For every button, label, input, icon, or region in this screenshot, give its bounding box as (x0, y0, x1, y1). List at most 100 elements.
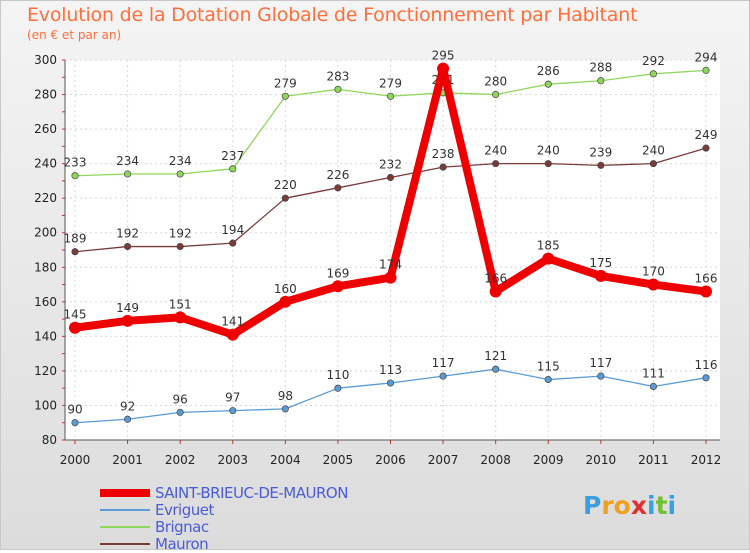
x-tick-label: 2003 (217, 453, 248, 467)
data-point (649, 70, 657, 78)
data-point (69, 321, 81, 334)
data-point (281, 92, 289, 100)
legend-swatch (100, 509, 150, 511)
data-label: 288 (589, 61, 612, 75)
data-point (702, 144, 710, 152)
data-label: 240 (642, 144, 665, 158)
y-tick-label: 220 (34, 191, 57, 205)
x-tick-label: 2012 (691, 453, 722, 467)
data-label: 283 (326, 69, 349, 83)
data-point (386, 379, 395, 387)
data-label: 151 (169, 297, 192, 311)
data-point (700, 285, 712, 298)
chart-title: Evolution de la Dotation Globale de Fonc… (27, 4, 638, 26)
data-point (544, 160, 552, 168)
y-tick-label: 200 (34, 226, 57, 240)
data-label: 249 (695, 128, 718, 142)
data-label: 237 (221, 149, 244, 163)
data-point (649, 382, 657, 391)
legend-label: Mauron (155, 535, 209, 553)
data-point (71, 419, 79, 427)
data-label: 115 (537, 360, 560, 374)
data-point (331, 280, 344, 293)
data-label: 92 (120, 399, 135, 413)
data-label: 239 (589, 145, 612, 159)
data-point (492, 90, 500, 99)
data-label: 96 (173, 392, 188, 406)
data-point (229, 239, 237, 247)
data-point (281, 194, 289, 202)
plot-area (65, 60, 720, 440)
data-point (176, 170, 184, 178)
data-point (386, 92, 395, 100)
legend-label: SAINT-BRIEUC-DE-MAURON (155, 484, 348, 502)
data-label: 234 (169, 154, 192, 168)
data-label: 189 (64, 232, 87, 246)
data-label: 240 (484, 144, 507, 158)
data-label: 240 (537, 144, 560, 158)
data-point (124, 415, 132, 423)
data-label: 233 (64, 156, 87, 170)
data-label: 292 (642, 54, 665, 68)
data-label: 149 (116, 301, 139, 315)
data-label: 192 (169, 227, 192, 241)
data-point (597, 161, 605, 169)
x-tick-label: 2002 (165, 453, 196, 467)
y-tick-label: 300 (34, 53, 57, 67)
data-label: 294 (695, 50, 718, 64)
y-tick-label: 240 (34, 157, 57, 171)
x-tick-label: 2001 (112, 453, 143, 467)
data-point (124, 170, 132, 178)
legend-label: Evriguet (155, 501, 214, 519)
data-label: 295 (432, 49, 455, 63)
data-point (439, 372, 447, 380)
data-label: 98 (278, 389, 293, 403)
data-label: 141 (221, 315, 244, 329)
data-label: 286 (537, 64, 560, 78)
x-tick-label: 2004 (270, 453, 301, 467)
legend-swatch (100, 526, 150, 528)
data-point (334, 184, 342, 192)
data-label: 166 (695, 271, 718, 285)
data-point (176, 408, 184, 416)
data-point (439, 163, 447, 171)
data-point (71, 248, 79, 256)
data-point (594, 269, 607, 282)
x-tick-label: 2005 (323, 453, 354, 467)
data-point (279, 295, 292, 308)
data-point (544, 375, 552, 384)
data-label: 175 (589, 256, 612, 270)
data-point (702, 66, 710, 74)
y-tick-label: 260 (34, 122, 57, 136)
data-label: 90 (67, 403, 82, 417)
data-point (334, 384, 342, 392)
logo-letter: r (601, 491, 614, 520)
x-tick-label: 2006 (375, 453, 406, 467)
data-label: 185 (537, 239, 560, 253)
data-label: 110 (326, 368, 349, 382)
legend-label: Brignac (155, 518, 209, 536)
data-label: 279 (379, 76, 402, 90)
data-label: 160 (274, 282, 297, 296)
data-label: 174 (379, 258, 402, 272)
x-tick-label: 2009 (533, 453, 564, 467)
data-label: 116 (695, 358, 718, 372)
logo-letter: i (647, 491, 656, 520)
data-point (702, 374, 710, 382)
x-tick-label: 2000 (60, 453, 91, 467)
data-point (229, 407, 237, 415)
data-label: 234 (116, 154, 139, 168)
data-label: 220 (274, 178, 297, 192)
x-tick-label: 2007 (428, 453, 459, 467)
data-point (124, 242, 132, 251)
y-tick-label: 160 (34, 295, 57, 309)
data-point (597, 77, 605, 85)
data-point (174, 311, 187, 324)
data-label: 226 (326, 168, 349, 182)
data-label: 145 (64, 308, 87, 322)
data-label: 170 (642, 265, 665, 279)
data-point (386, 173, 395, 182)
data-point (649, 160, 657, 168)
data-point (384, 271, 397, 284)
